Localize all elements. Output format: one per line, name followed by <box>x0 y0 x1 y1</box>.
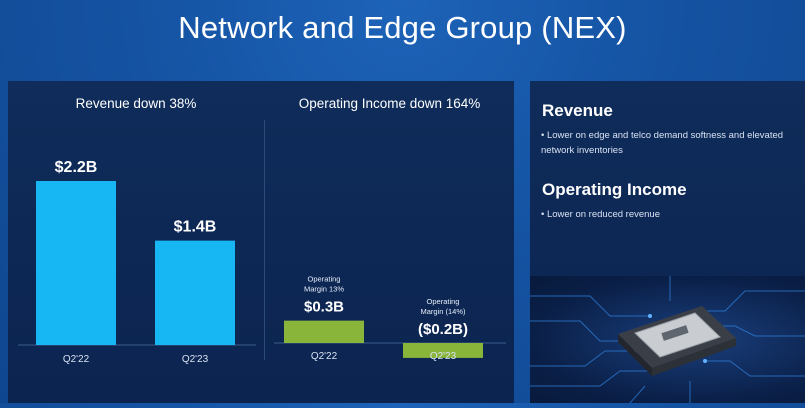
operating-margin-annotation: Operating <box>427 297 460 306</box>
revenue-category-label: Q2'22 <box>63 354 90 365</box>
income-category-label: Q2'22 <box>311 351 338 362</box>
revenue-bar <box>155 240 235 345</box>
operating-margin-annotation: Margin (14%) <box>420 307 466 316</box>
income-category-label: Q2'23 <box>430 351 457 362</box>
income-bar <box>403 343 483 358</box>
processor-chip-illustration <box>530 276 805 404</box>
chip-image <box>530 276 805 404</box>
operating-margin-annotation: Operating <box>308 275 341 284</box>
revenue-heading: Revenue <box>542 101 613 120</box>
income-value-label: ($0.2B) <box>418 321 468 338</box>
revenue-category-label: Q2'23 <box>182 354 209 365</box>
income-value-label: $0.3B <box>304 299 344 316</box>
revenue-value-label: $1.4B <box>174 219 217 236</box>
revenue-bar <box>36 181 116 345</box>
revenue-chart-title: Revenue down 38% <box>75 96 197 111</box>
operating-income-heading: Operating Income <box>542 180 687 199</box>
income-chart-title: Operating Income down 164% <box>298 96 481 111</box>
chart-divider <box>264 120 265 360</box>
revenue-bullet: • Lower on edge and telco demand softnes… <box>541 130 784 156</box>
slide-title: Network and Edge Group (NEX) <box>178 10 627 45</box>
revenue-value-label: $2.2B <box>55 159 98 176</box>
operating-income-bullet: • Lower on reduced revenue <box>541 209 660 220</box>
income-bar <box>284 320 364 343</box>
operating-margin-annotation: Margin 13% <box>304 285 344 294</box>
